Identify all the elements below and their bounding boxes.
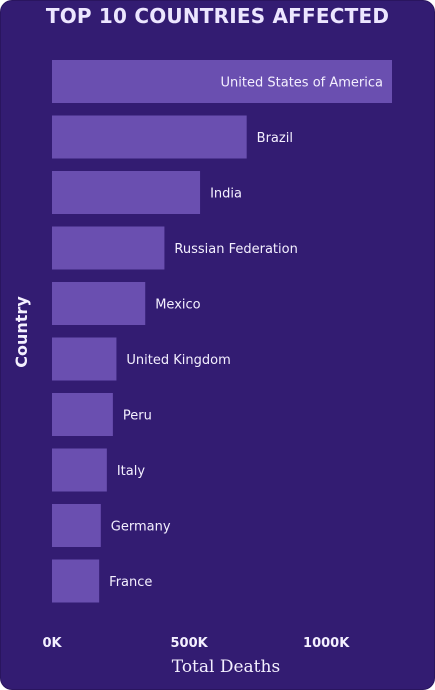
category-label: India <box>210 187 242 202</box>
bar-italy[interactable] <box>52 448 107 492</box>
bar-peru[interactable] <box>52 393 113 436</box>
bar-india[interactable] <box>52 171 201 214</box>
x-tick-label: 0K <box>42 636 62 651</box>
category-label: Italy <box>117 464 146 479</box>
y-axis-label: Country <box>12 296 31 368</box>
bar-russian-federation[interactable] <box>52 226 165 270</box>
category-labels-group: United States of America Brazil India Russi… <box>109 76 383 591</box>
category-label: France <box>109 575 152 590</box>
category-label: United States of America <box>221 76 383 91</box>
bar-brazil[interactable] <box>52 115 247 159</box>
category-label: Brazil <box>257 131 293 146</box>
bar-germany[interactable] <box>52 504 101 547</box>
bar-united-kingdom[interactable] <box>52 337 117 381</box>
bar-mexico[interactable] <box>52 282 146 325</box>
bar-france[interactable] <box>52 559 100 603</box>
chart-title: TOP 10 COUNTRIES AFFECTED <box>45 4 390 28</box>
category-label: Germany <box>111 520 171 535</box>
x-tick-label: 500K <box>170 636 208 651</box>
x-axis-label: Total Deaths <box>172 657 280 677</box>
x-tick-label: 1000K <box>303 636 350 651</box>
category-label: Russian Federation <box>174 242 297 257</box>
category-label: United Kingdom <box>126 353 230 368</box>
x-ticks-group: 0K 500K 1000K <box>42 636 350 651</box>
bar-united-states-of-america[interactable] <box>52 60 392 103</box>
category-label: Peru <box>123 409 152 424</box>
bars-group <box>52 60 392 603</box>
category-label: Mexico <box>155 298 200 313</box>
